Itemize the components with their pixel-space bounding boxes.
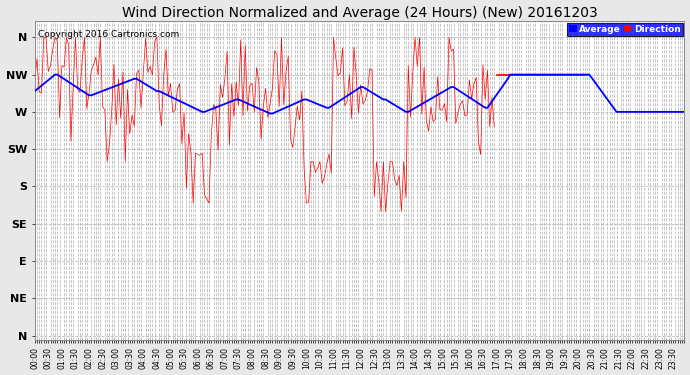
Legend: Average, Direction: Average, Direction — [567, 22, 682, 36]
Text: Copyright 2016 Cartronics.com: Copyright 2016 Cartronics.com — [38, 30, 179, 39]
Title: Wind Direction Normalized and Average (24 Hours) (New) 20161203: Wind Direction Normalized and Average (2… — [121, 6, 598, 20]
